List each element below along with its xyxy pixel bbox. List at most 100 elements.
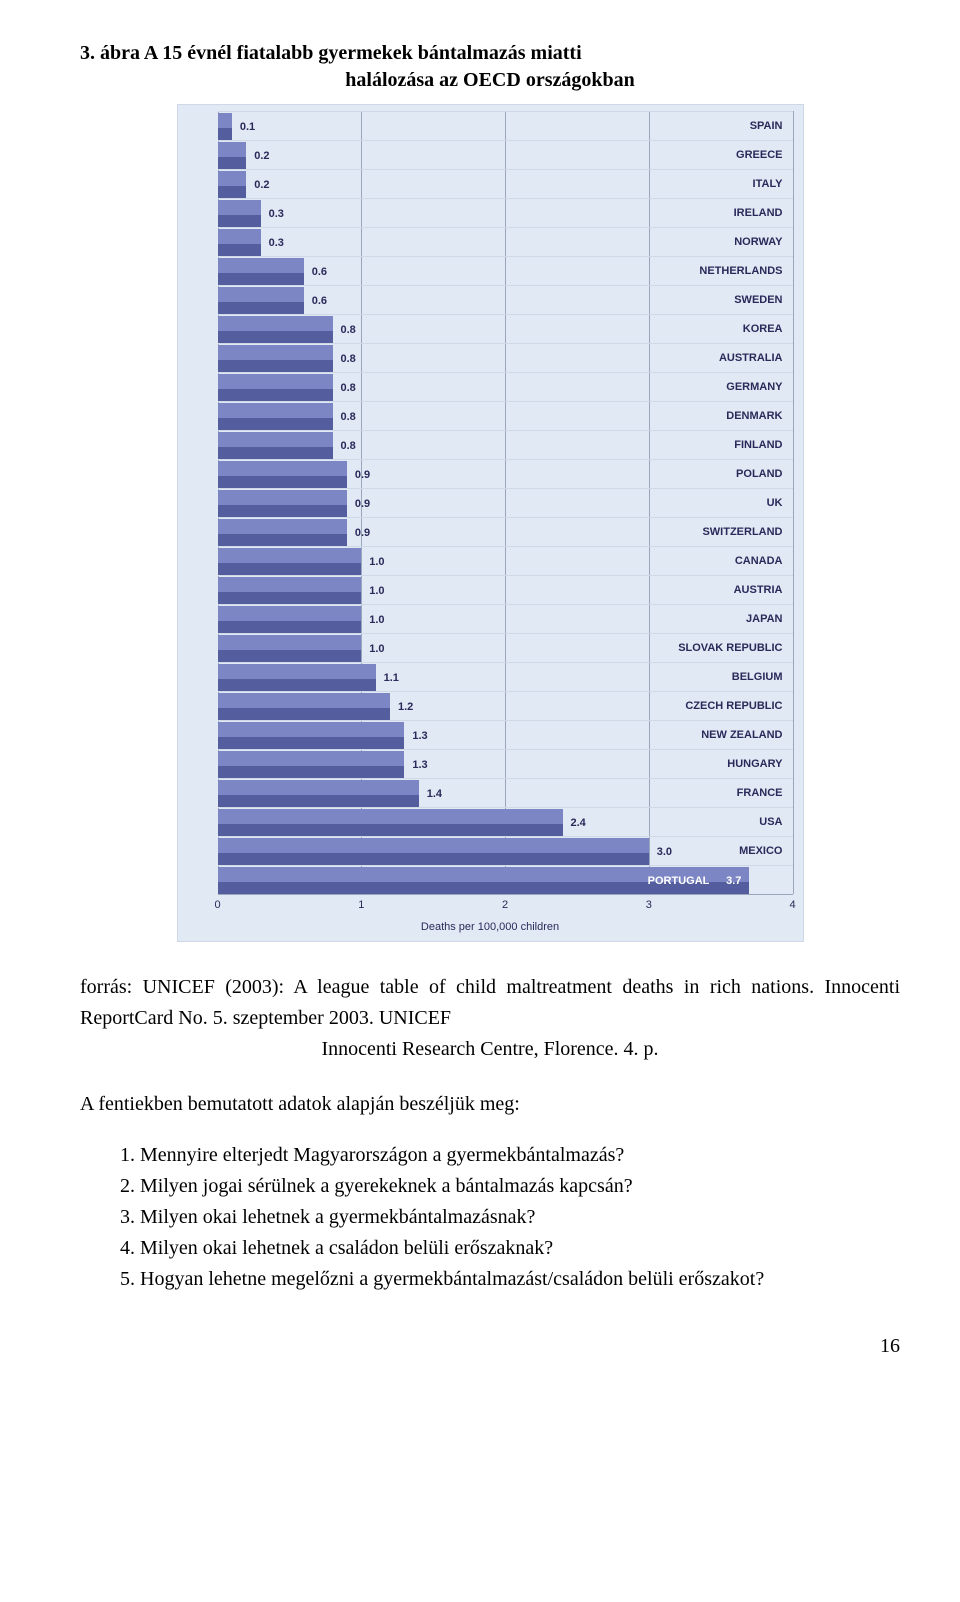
bar-country-label: MEXICO	[739, 845, 782, 857]
bar-fill: 2.4	[218, 809, 563, 836]
chart-row: SLOVAK REPUBLIC1.0	[218, 633, 793, 662]
bar-bottom-shade	[218, 853, 649, 865]
bar-value-label: 0.8	[341, 382, 356, 394]
bar-bottom-shade	[218, 476, 347, 488]
chart-row: DENMARK 0.8	[218, 401, 793, 430]
chart-row: POLAND 0.9	[218, 459, 793, 488]
bar-value-label: 0.2	[254, 179, 269, 191]
bar-country-label: SWITZERLAND	[702, 526, 782, 538]
bar-fill: 1.0	[218, 635, 362, 662]
bar-country-label: GERMANY	[726, 381, 782, 393]
bar-top-shade	[218, 693, 391, 708]
bar-top-shade	[218, 548, 362, 563]
chart-row: SWEDEN0.6	[218, 285, 793, 314]
bar-country-label: POLAND	[736, 468, 782, 480]
x-tick-label: 4	[789, 899, 795, 911]
source-line1: forrás: UNICEF (2003): A league table of…	[80, 976, 699, 998]
chart-row: GERMANY 0.8	[218, 372, 793, 401]
bar-top-shade	[218, 287, 304, 302]
bar-bottom-shade	[218, 302, 304, 314]
bar-top-shade	[218, 577, 362, 592]
bar-fill: 1.2	[218, 693, 391, 720]
chart-row: SPAIN 0.1	[218, 111, 793, 140]
chart-row: 3.7PORTUGAL	[218, 865, 793, 894]
bar-value-label: 0.9	[355, 469, 370, 481]
bar-top-shade	[218, 606, 362, 621]
bar-bottom-shade	[218, 737, 405, 749]
bar-top-shade	[218, 316, 333, 331]
bar-country-label: ITALY	[753, 178, 783, 190]
bar-value-label: 1.0	[369, 614, 384, 626]
bar-value-label: 0.8	[341, 353, 356, 365]
bar-value-label: 3.0	[657, 846, 672, 858]
figure-title-line2: halálozása az OECD országokban	[80, 67, 900, 94]
bar-country-label: FINLAND	[734, 439, 782, 451]
chart-row: NEW ZEALAND 1.3	[218, 720, 793, 749]
bar-value-label: 0.3	[269, 237, 284, 249]
chart-bars-area: SPAIN0.1GREECE0.2ITALY0.2IRELAND0.3NORWA…	[178, 111, 803, 894]
chart-row: SWITZERLAND0.9	[218, 517, 793, 546]
bar-top-shade	[218, 635, 362, 650]
bar-fill: 0.8	[218, 374, 333, 401]
bar-country-label: SPAIN	[750, 120, 783, 132]
bar-value-label: 1.3	[412, 730, 427, 742]
bar-fill: 3.7PORTUGAL	[218, 867, 750, 894]
bar-top-shade	[218, 461, 347, 476]
bar-country-label: USA	[759, 816, 782, 828]
bar-fill: 1.1	[218, 664, 376, 691]
question-item: 1. Mennyire elterjedt Magyarországon a g…	[80, 1140, 900, 1171]
bar-bottom-shade	[218, 505, 347, 517]
figure-title-line1: 3. ábra A 15 évnél fiatalabb gyermekek b…	[80, 42, 582, 64]
chart-x-axis-title: Deaths per 100,000 children	[178, 921, 803, 941]
bar-country-label: NORWAY	[734, 236, 782, 248]
bar-top-shade	[218, 432, 333, 447]
chart-row: AUSTRIA1.0	[218, 575, 793, 604]
bar-fill: 0.8	[218, 316, 333, 343]
bar-fill: 0.8	[218, 345, 333, 372]
chart-row: NETHERLANDS0.6	[218, 256, 793, 285]
chart-x-axis: 01234	[218, 894, 793, 921]
bar-value-label: 3.7	[726, 875, 741, 887]
bar-top-shade	[218, 200, 261, 215]
bar-country-label: GREECE	[736, 149, 782, 161]
bar-value-label: 0.1	[240, 121, 255, 133]
bar-value-label: 1.0	[369, 643, 384, 655]
chart-row: USA 2.4	[218, 807, 793, 836]
bar-fill: 1.3	[218, 722, 405, 749]
bar-top-shade	[218, 838, 649, 853]
bar-fill: 0.3	[218, 229, 261, 256]
bar-top-shade	[218, 722, 405, 737]
bar-country-label: NETHERLANDS	[699, 265, 782, 277]
bar-top-shade	[218, 229, 261, 244]
chart-row: MEXICO 3.0	[218, 836, 793, 865]
chart-row: GREECE0.2	[218, 140, 793, 169]
bar-fill: 0.3	[218, 200, 261, 227]
bar-top-shade	[218, 519, 347, 534]
bar-bottom-shade	[218, 563, 362, 575]
question-item: 2. Milyen jogai sérülnek a gyerekeknek a…	[80, 1171, 900, 1202]
bar-top-shade	[218, 258, 304, 273]
bar-country-label: CZECH REPUBLIC	[685, 700, 782, 712]
bar-top-shade	[218, 142, 247, 157]
bar-fill: 0.8	[218, 403, 333, 430]
bar-country-label: NEW ZEALAND	[701, 729, 782, 741]
bar-value-label: 0.3	[269, 208, 284, 220]
bar-bottom-shade	[218, 795, 419, 807]
chart-row: CANADA1.0	[218, 546, 793, 575]
bar-bottom-shade	[218, 389, 333, 401]
x-tick-label: 0	[214, 899, 220, 911]
bar-top-shade	[218, 403, 333, 418]
bar-fill: 1.0	[218, 606, 362, 633]
bar-value-label: 0.8	[341, 324, 356, 336]
bar-country-label: DENMARK	[726, 410, 782, 422]
x-tick-label: 1	[358, 899, 364, 911]
bar-top-shade	[218, 374, 333, 389]
bar-value-label: 0.8	[341, 411, 356, 423]
bar-bottom-shade	[218, 621, 362, 633]
figure-title: 3. ábra A 15 évnél fiatalabb gyermekek b…	[80, 40, 900, 94]
bar-country-label: UK	[767, 497, 783, 509]
chart-container: SPAIN0.1GREECE0.2ITALY0.2IRELAND0.3NORWA…	[177, 104, 804, 942]
bar-bottom-shade	[218, 215, 261, 227]
question-list: 1. Mennyire elterjedt Magyarországon a g…	[80, 1140, 900, 1295]
bar-country-label: AUSTRIA	[734, 584, 783, 596]
